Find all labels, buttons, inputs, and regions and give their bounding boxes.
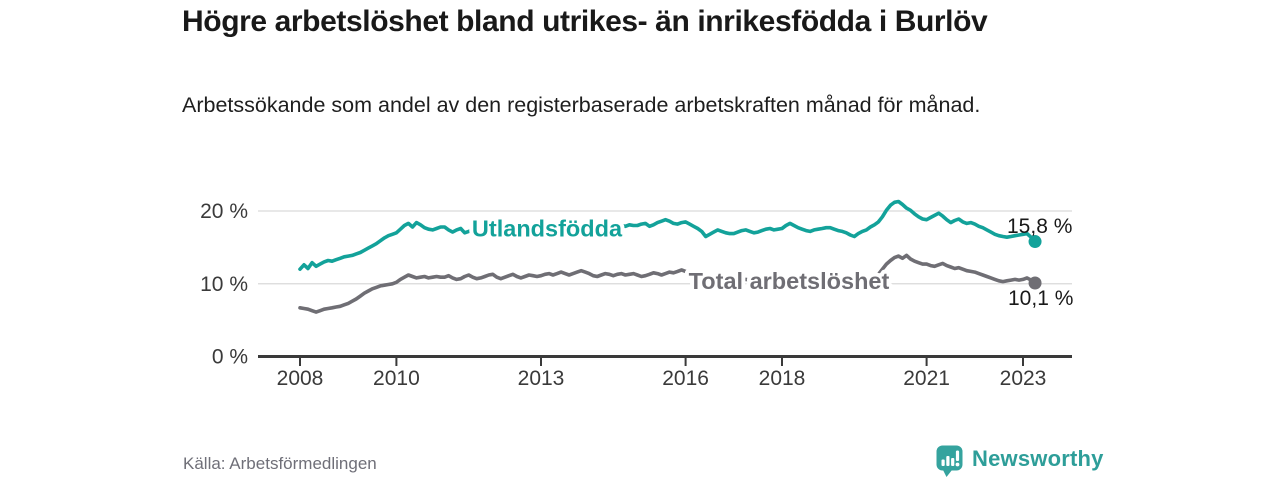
chart-title: Högre arbetslöshet bland utrikes- än inr… xyxy=(182,5,988,38)
x-axis-label-2008: 2008 xyxy=(277,367,324,390)
series-end-dot-utlandsf-dda xyxy=(1028,235,1042,249)
source-note: Källa: Arbetsförmedlingen xyxy=(183,454,377,473)
series-inline-label-utlandsf-dda: Utlandsfödda xyxy=(472,216,623,242)
series-end-dot-total-arbetsl-shet xyxy=(1028,276,1042,290)
newsworthy-logo-icon xyxy=(936,445,963,477)
x-axis-label-2023: 2023 xyxy=(1000,367,1047,390)
x-axis-label-2010: 2010 xyxy=(373,367,420,390)
x-axis-label-2013: 2013 xyxy=(518,367,565,390)
y-axis-label-20: 20 % xyxy=(200,200,248,223)
series-inline-label-total-arbetsl-shet: Total arbetslöshet xyxy=(689,268,890,294)
x-axis-label-2018: 2018 xyxy=(759,367,806,390)
y-axis-label-10: 10 % xyxy=(200,273,248,296)
end-value-label: 10,1 % xyxy=(1008,287,1073,310)
series-line-utlandsf-dda xyxy=(298,199,1037,272)
y-axis-label-0: 0 % xyxy=(212,346,248,369)
end-value-label: 15,8 % xyxy=(1007,215,1072,238)
series-line-total-arbetsl-shet xyxy=(298,253,1037,314)
brand-name: Newsworthy xyxy=(972,446,1104,471)
x-axis-label-2021: 2021 xyxy=(903,367,950,390)
chart-subtitle: Arbetssökande som andel av den registerb… xyxy=(182,93,981,117)
x-axis-label-2016: 2016 xyxy=(662,367,709,390)
brand-footer: Newsworthy xyxy=(936,444,1104,478)
